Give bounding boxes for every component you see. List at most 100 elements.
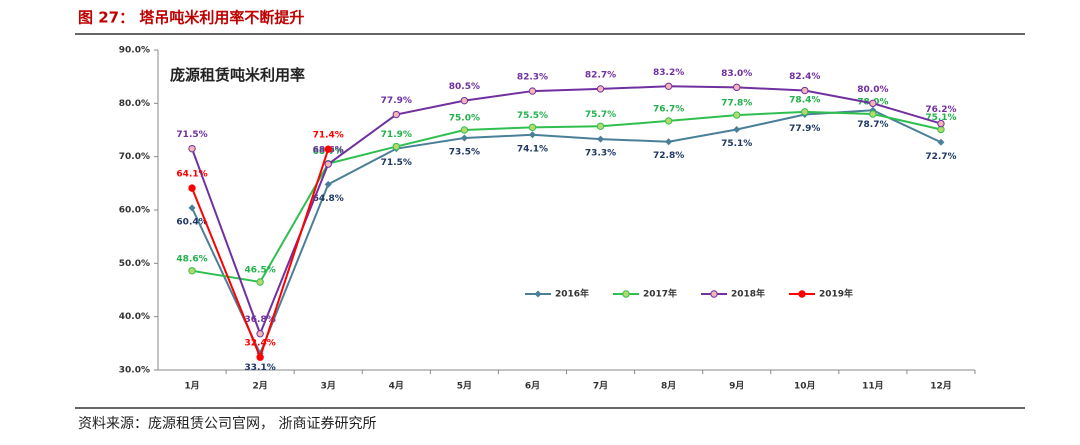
chart-title: 庞源租赁吨米利用率: [170, 66, 305, 84]
legend-label: 2018年: [731, 288, 765, 300]
x-tick-label: 2月: [252, 381, 267, 392]
data-label: 74.1%: [517, 144, 548, 154]
y-tick-label: 60.0%: [119, 206, 150, 216]
legend-marker: [622, 290, 630, 298]
data-label: 83.0%: [721, 69, 752, 79]
data-label: 76.7%: [653, 104, 684, 114]
marker: [528, 87, 537, 95]
data-label: 33.1%: [245, 363, 276, 373]
legend-label: 2017年: [643, 288, 677, 300]
marker: [596, 85, 605, 93]
marker: [188, 204, 196, 212]
data-label: 78.7%: [857, 120, 888, 130]
data-label: 75.5%: [517, 111, 548, 121]
figure-title: 图 27： 塔吊吨米利用率不断提升: [78, 9, 304, 27]
y-tick-label: 80.0%: [119, 99, 150, 109]
marker: [733, 111, 741, 119]
data-label: 83.2%: [653, 68, 684, 78]
marker: [801, 86, 809, 95]
marker: [733, 125, 741, 133]
y-tick-label: 90.0%: [119, 46, 150, 56]
marker: [188, 267, 196, 275]
data-label: 80.0%: [857, 85, 888, 95]
marker: [937, 119, 945, 128]
marker: [324, 160, 332, 168]
x-tick-label: 11月: [862, 381, 884, 392]
y-tick-label: 70.0%: [119, 152, 150, 162]
marker: [597, 135, 605, 143]
y-tick-label: 50.0%: [119, 259, 150, 269]
x-tick-label: 12月: [930, 381, 952, 392]
data-label: 60.4%: [176, 217, 207, 227]
source-note: 资料来源：庞源租赁公司官网， 浙商证券研究所: [78, 416, 376, 432]
marker: [596, 122, 605, 130]
marker: [528, 131, 536, 139]
data-label: 78.4%: [789, 95, 820, 105]
data-label: 72.7%: [925, 152, 956, 162]
data-label: 82.4%: [789, 72, 820, 82]
data-label: 64.8%: [313, 194, 344, 204]
series-line: [191, 85, 942, 337]
marker: [665, 138, 673, 146]
data-label: 71.9%: [381, 130, 412, 140]
legend-label: 2019年: [819, 288, 853, 300]
marker: [664, 117, 673, 125]
series-line: [191, 109, 942, 356]
y-tick-label: 30.0%: [119, 366, 150, 376]
marker: [188, 144, 196, 153]
data-label: 64.1%: [176, 170, 207, 180]
data-label: 77.9%: [789, 124, 820, 134]
y-tick-label: 40.0%: [119, 312, 150, 322]
data-label: 75.7%: [585, 110, 616, 120]
data-label: 75.0%: [449, 114, 480, 124]
data-label: 75.1%: [925, 113, 956, 123]
data-label: 82.7%: [585, 70, 616, 80]
data-label: 77.9%: [381, 96, 412, 106]
data-label: 73.5%: [449, 148, 480, 158]
data-label: 46.5%: [245, 266, 276, 276]
data-label: 77.8%: [721, 99, 752, 109]
x-tick-label: 6月: [525, 381, 540, 392]
data-label: 75.1%: [721, 139, 752, 149]
data-label: 76.2%: [925, 105, 956, 115]
data-label: 71.5%: [381, 158, 412, 168]
data-label: 80.5%: [449, 82, 480, 92]
legend-marker: [798, 290, 806, 298]
data-label: 82.3%: [517, 73, 548, 83]
x-tick-label: 9月: [729, 381, 744, 392]
x-tick-label: 7月: [593, 381, 608, 392]
marker: [801, 108, 809, 116]
x-tick-label: 10月: [794, 381, 816, 392]
marker: [460, 126, 469, 134]
marker: [937, 138, 945, 146]
data-label: 71.4%: [313, 131, 344, 141]
marker: [256, 330, 264, 338]
marker: [664, 82, 673, 90]
data-label: 72.8%: [653, 151, 684, 161]
marker: [324, 145, 332, 153]
x-tick-label: 3月: [321, 381, 336, 392]
marker: [528, 123, 537, 132]
legend-marker: [534, 290, 542, 298]
marker: [460, 96, 469, 105]
marker: [392, 110, 400, 119]
marker: [256, 278, 264, 286]
marker: [733, 83, 741, 92]
marker: [324, 180, 332, 188]
x-tick-label: 1月: [184, 381, 199, 392]
marker: [188, 184, 196, 192]
marker: [869, 99, 877, 108]
marker: [392, 142, 400, 151]
x-tick-label: 4月: [389, 381, 404, 392]
data-label: 36.8%: [245, 315, 276, 325]
marker: [869, 110, 877, 118]
legend-label: 2016年: [555, 288, 589, 300]
x-tick-label: 8月: [661, 381, 676, 392]
marker: [460, 134, 468, 142]
data-label: 71.5%: [176, 130, 207, 140]
marker: [256, 353, 264, 361]
data-label: 32.4%: [245, 339, 276, 349]
data-label: 48.6%: [176, 254, 207, 264]
data-label: 73.3%: [585, 149, 616, 159]
